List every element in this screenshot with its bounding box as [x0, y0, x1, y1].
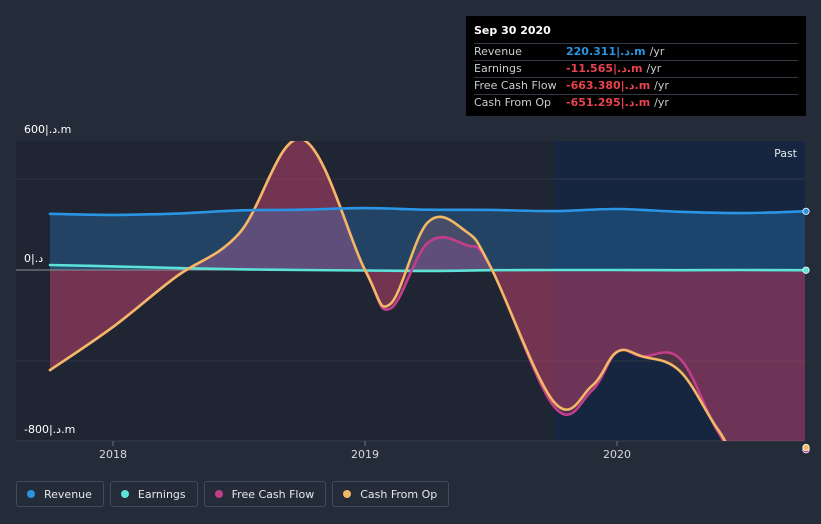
tooltip-row-free-cash-flow: Free Cash Flow -663.380|.د.m /yr: [474, 77, 798, 94]
tooltip-value: -11.565|.د.m: [566, 62, 643, 75]
tooltip-label: Cash From Op: [474, 96, 552, 109]
tooltip-row-revenue: Revenue 220.311|.د.m /yr: [474, 43, 798, 60]
tooltip-value: -651.295|.د.m: [566, 96, 651, 109]
tooltip-unit: /yr: [646, 62, 662, 75]
x-axis-ticks: 2018 2019 2020: [99, 441, 631, 461]
tooltip-unit: /yr: [649, 45, 665, 58]
past-label: Past: [774, 147, 798, 160]
legend-dot-icon: [343, 490, 352, 498]
legend-item-cash-from-op[interactable]: Cash From Op: [332, 481, 450, 507]
area-fills: [50, 141, 805, 441]
area-cash-from-op: [50, 141, 805, 441]
tooltip-label: Revenue: [474, 45, 522, 58]
x-tick-label: 2018: [99, 448, 127, 461]
y-label-top: 600|.د.m: [24, 123, 71, 136]
x-tick-label: 2020: [603, 448, 631, 461]
line-cash-from-op: [48, 141, 727, 441]
tooltip-label: Earnings: [474, 62, 522, 75]
chart-legend: Revenue Earnings Free Cash Flow Cash Fro…: [16, 481, 450, 507]
endpoint-earnings: [802, 266, 810, 274]
data-tooltip: Sep 30 2020 Revenue 220.311|.د.m /yr Ear…: [466, 16, 806, 116]
legend-item-free-cash-flow[interactable]: Free Cash Flow: [203, 481, 327, 507]
legend-label: Revenue: [44, 487, 92, 501]
line-earnings: [48, 263, 805, 273]
tooltip-row-cash-from-op: Cash From Op -651.295|.د.m /yr: [474, 94, 798, 111]
past-region: [554, 141, 805, 441]
y-label-bottom: -800|.د.m: [24, 423, 75, 436]
area-free-cash-flow: [50, 141, 805, 441]
tooltip-date: Sep 30 2020: [474, 24, 551, 37]
legend-dot-icon: [120, 490, 129, 498]
legend-label: Free Cash Flow: [231, 487, 315, 501]
series-lines: [48, 141, 805, 441]
legend-dot-icon: [27, 490, 35, 498]
endpoint-revenue: [802, 207, 810, 215]
line-revenue: [48, 206, 805, 217]
legend-label: Cash From Op: [360, 487, 438, 501]
y-label-zero: 0|.د: [24, 252, 43, 265]
tooltip-value: -663.380|.د.m: [566, 79, 651, 92]
endpoint-cash-from-op: [802, 443, 810, 452]
tooltip-value: 220.311|.د.m: [566, 45, 646, 58]
x-tick-label: 2019: [351, 448, 379, 461]
tooltip-unit: /yr: [654, 79, 669, 92]
tooltip-label: Free Cash Flow: [474, 79, 557, 92]
gridlines: [16, 178, 805, 362]
legend-item-earnings[interactable]: Earnings: [109, 481, 198, 507]
series-endpoints: [802, 207, 810, 454]
area-revenue: [50, 208, 805, 270]
legend-item-revenue[interactable]: Revenue: [16, 481, 104, 507]
legend-label: Earnings: [137, 487, 186, 501]
tooltip-row-earnings: Earnings -11.565|.د.m /yr: [474, 60, 798, 77]
tooltip-unit: /yr: [654, 96, 669, 109]
legend-dot-icon: [214, 490, 223, 498]
